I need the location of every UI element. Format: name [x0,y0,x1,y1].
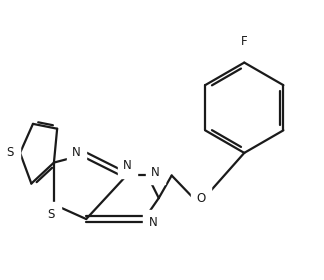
Text: N: N [151,166,160,179]
Text: N: N [149,216,158,229]
Text: N: N [72,146,81,159]
Text: F: F [241,35,248,48]
Text: O: O [196,192,205,205]
Text: N: N [123,159,132,172]
Text: S: S [48,208,55,221]
Text: S: S [7,146,14,159]
